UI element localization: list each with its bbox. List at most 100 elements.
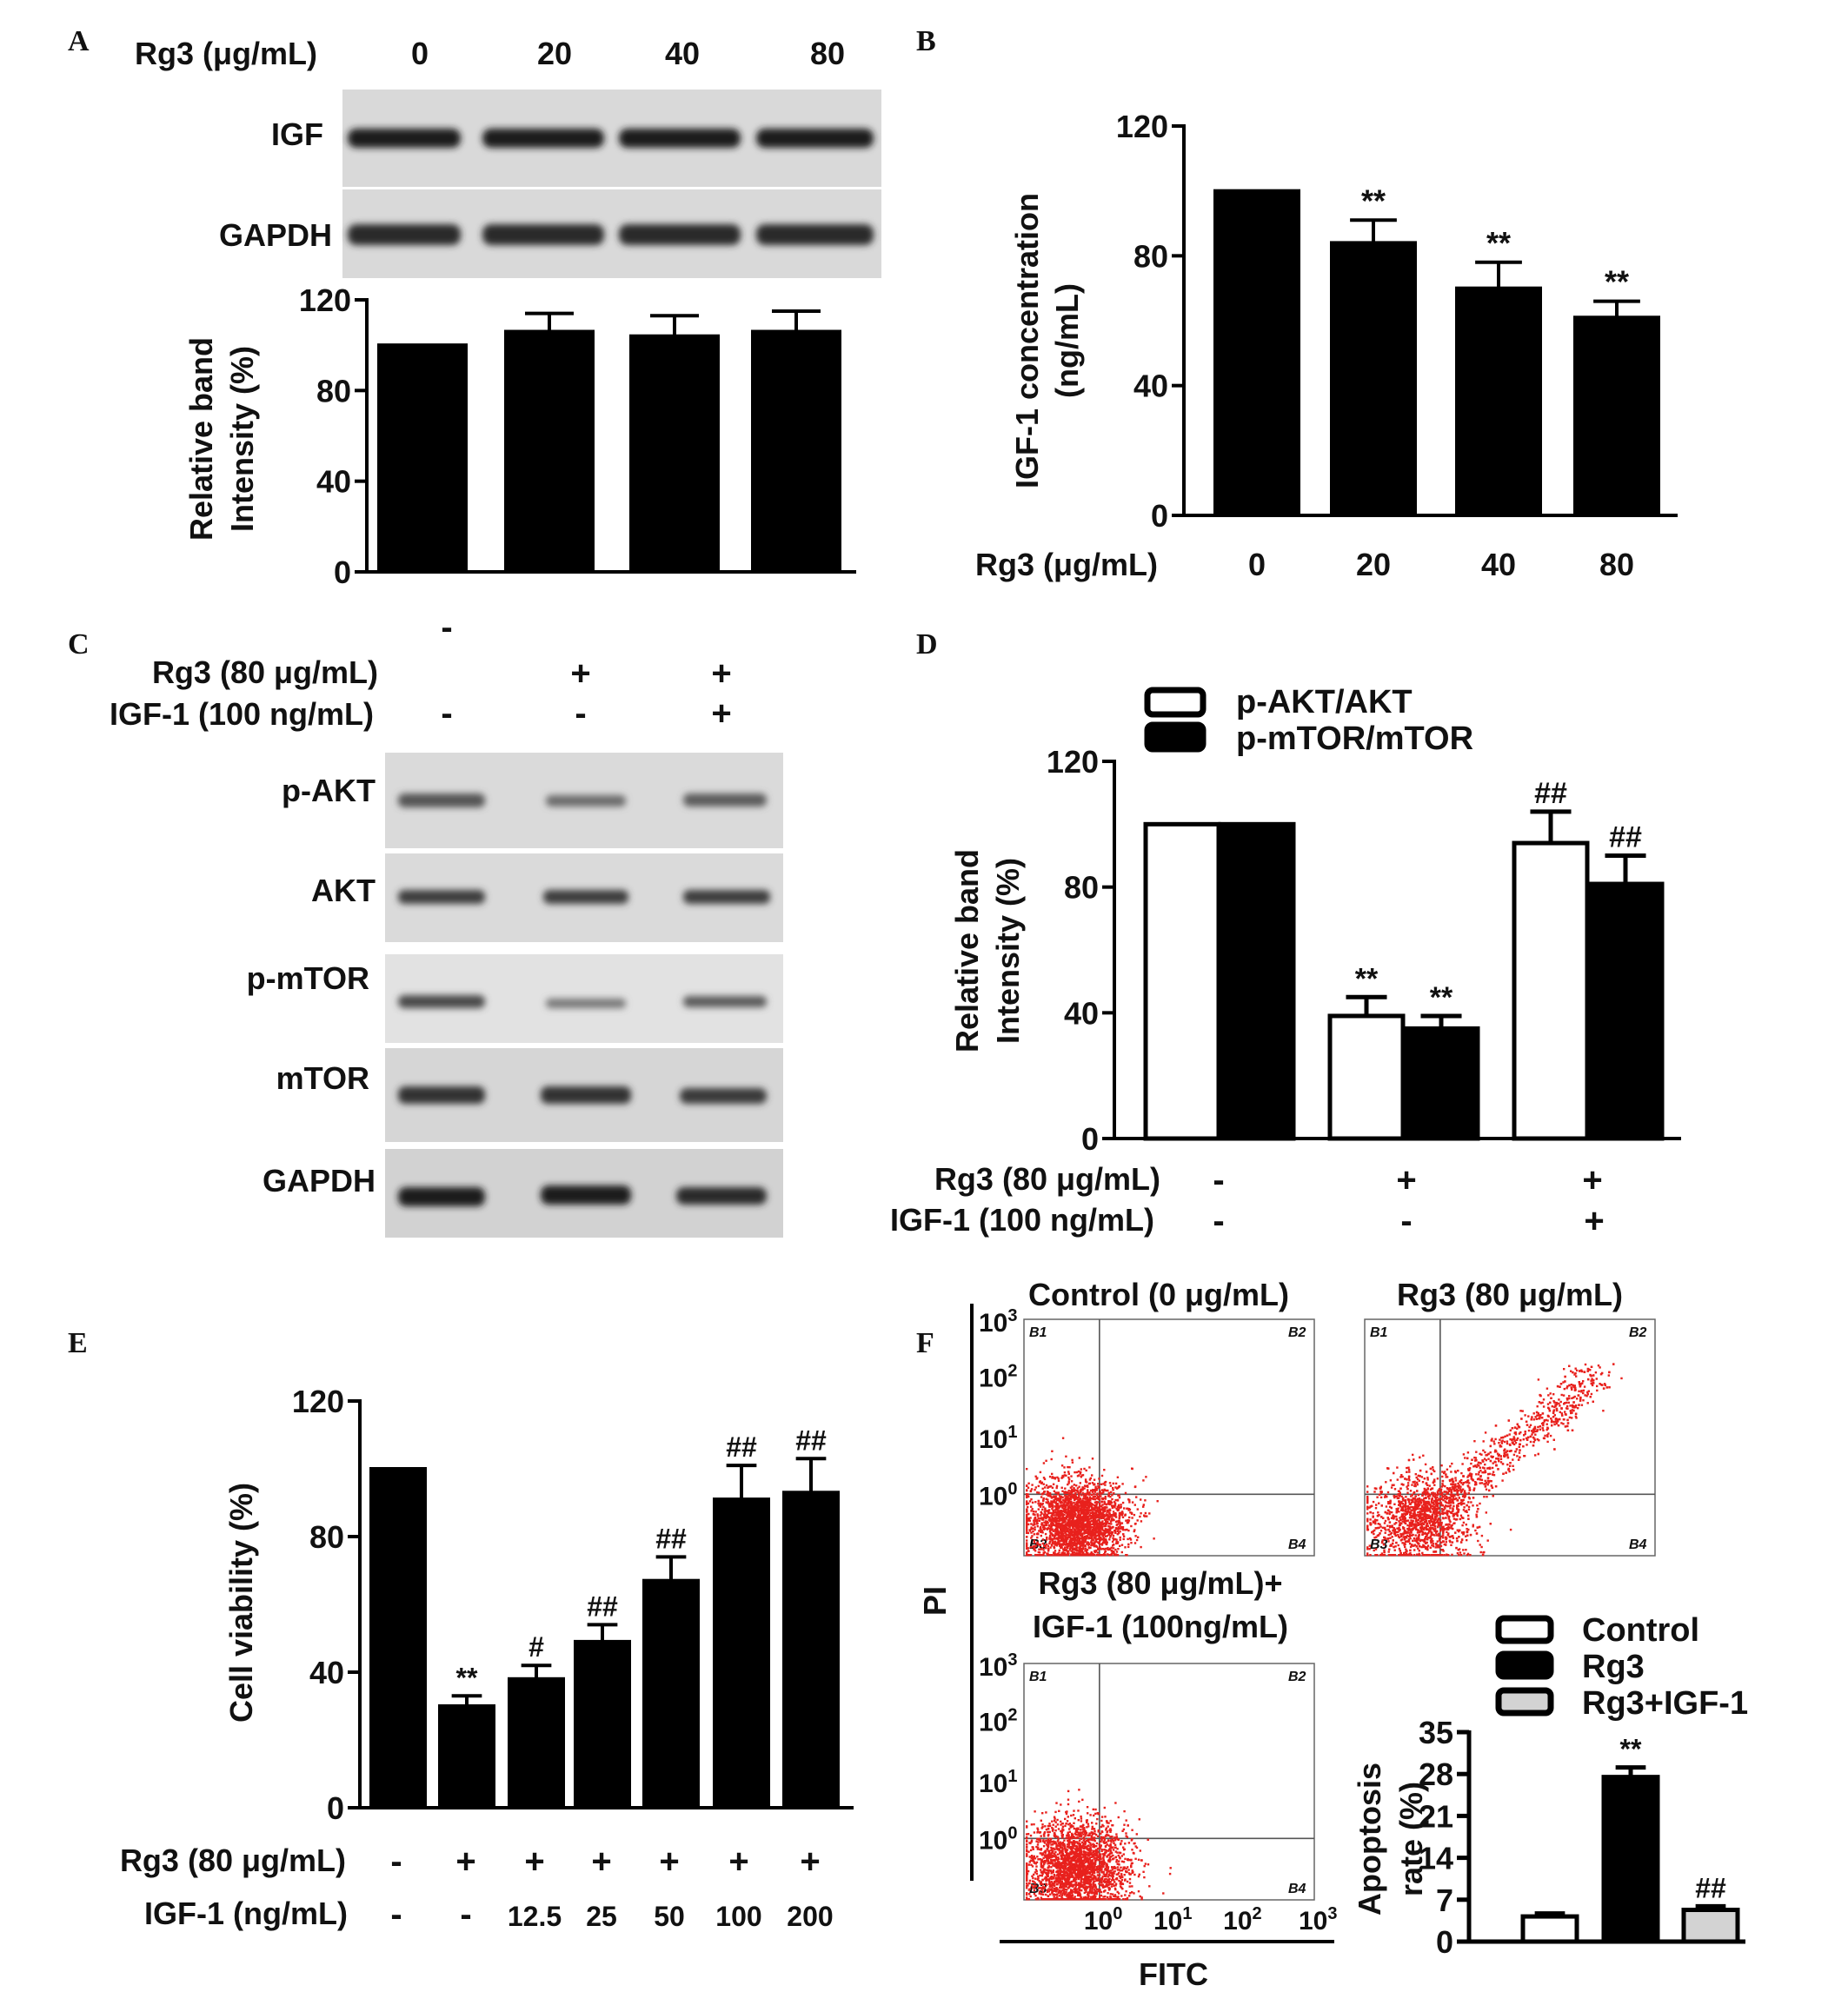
event-dot xyxy=(1096,1534,1099,1537)
event-dot xyxy=(1462,1453,1466,1456)
event-dot xyxy=(1079,1532,1081,1535)
event-dot xyxy=(1417,1518,1419,1521)
event-dot xyxy=(1082,1513,1086,1517)
event-dot xyxy=(1117,1531,1120,1535)
event-dot xyxy=(1124,1529,1127,1531)
event-dot xyxy=(1445,1541,1447,1544)
event-dot xyxy=(1467,1505,1471,1509)
event-dot xyxy=(1106,1528,1109,1531)
event-dot xyxy=(1056,1532,1059,1535)
event-dot xyxy=(1427,1514,1430,1517)
event-dot xyxy=(1081,1538,1084,1541)
event-dot xyxy=(1065,1511,1067,1514)
event-dot xyxy=(1491,1438,1493,1440)
event-dot xyxy=(1410,1501,1413,1504)
igf-dose: 25 xyxy=(586,1901,617,1932)
event-dot xyxy=(1056,1503,1059,1505)
event-dot xyxy=(1085,1537,1087,1540)
y-tick-label: 80 xyxy=(1064,870,1099,906)
event-dot xyxy=(1075,1484,1078,1487)
event-dot xyxy=(1504,1448,1506,1451)
event-dot xyxy=(1034,1516,1037,1519)
event-dot xyxy=(1067,1519,1070,1523)
event-dot xyxy=(1585,1395,1588,1398)
event-dot xyxy=(1467,1468,1470,1471)
event-dot xyxy=(1055,1512,1059,1515)
event-dot xyxy=(1545,1418,1547,1422)
event-dot xyxy=(1532,1412,1535,1415)
event-dot xyxy=(1060,1554,1062,1557)
event-dot xyxy=(1113,1515,1116,1517)
event-dot xyxy=(1043,1477,1047,1481)
event-dot xyxy=(1390,1506,1393,1510)
event-dot xyxy=(1455,1488,1459,1491)
event-dot xyxy=(1075,1516,1078,1519)
event-dot xyxy=(1103,1500,1106,1503)
event-dot xyxy=(1401,1503,1405,1505)
event-dot xyxy=(1130,1511,1133,1515)
event-dot xyxy=(1057,1477,1060,1480)
event-dot xyxy=(1073,1511,1076,1513)
legend-label-p-akt: p-AKT/AKT xyxy=(1236,684,1413,720)
event-dot xyxy=(1067,1496,1069,1498)
event-dot xyxy=(1074,1544,1077,1547)
event-dot xyxy=(1037,1508,1040,1511)
event-dot xyxy=(1083,1515,1086,1517)
event-dot xyxy=(1401,1542,1404,1544)
event-dot xyxy=(1473,1464,1476,1468)
event-dot xyxy=(1434,1531,1438,1533)
event-dot xyxy=(1418,1552,1420,1556)
event-dot xyxy=(1070,1480,1074,1483)
event-dot xyxy=(1026,1500,1028,1503)
event-dot xyxy=(1503,1440,1506,1444)
event-dot xyxy=(1074,1523,1076,1525)
event-dot xyxy=(1076,1517,1080,1520)
y-tick-label: 40 xyxy=(1064,995,1099,1031)
event-dot xyxy=(1044,1547,1047,1550)
event-dot xyxy=(1109,1531,1112,1535)
event-dot xyxy=(1089,1524,1092,1526)
event-dot xyxy=(1040,1482,1043,1484)
event-dot xyxy=(1037,1499,1040,1503)
event-dot xyxy=(1474,1457,1478,1459)
event-dot xyxy=(1127,1545,1130,1549)
event-dot xyxy=(1450,1544,1452,1546)
event-dot xyxy=(1060,1525,1062,1528)
event-dot xyxy=(1026,1501,1028,1504)
event-dot xyxy=(1433,1534,1436,1537)
event-dot xyxy=(1083,1532,1086,1535)
event-dot xyxy=(1368,1544,1371,1547)
event-dot xyxy=(1064,1517,1067,1519)
event-dot xyxy=(1031,1535,1034,1537)
event-dot xyxy=(1599,1366,1601,1369)
event-dot xyxy=(1533,1425,1537,1429)
event-dot xyxy=(1041,1554,1044,1557)
event-dot xyxy=(1508,1450,1512,1452)
event-dot xyxy=(1084,1510,1087,1512)
event-dot xyxy=(1436,1505,1439,1508)
sign: + xyxy=(728,1843,748,1881)
event-dot xyxy=(1440,1464,1443,1467)
event-dot xyxy=(1108,1508,1111,1511)
event-dot xyxy=(1497,1468,1499,1471)
event-dot xyxy=(1389,1502,1392,1504)
event-dot xyxy=(1112,1544,1114,1547)
event-dot xyxy=(1496,1452,1499,1455)
event-dot xyxy=(1038,1530,1040,1532)
event-dot xyxy=(1455,1537,1459,1540)
event-dot xyxy=(1026,1508,1028,1511)
event-dot xyxy=(1395,1531,1398,1534)
event-dot xyxy=(1037,1514,1040,1517)
event-dot xyxy=(1054,1520,1056,1523)
event-dot xyxy=(1532,1430,1535,1432)
event-dot xyxy=(1096,1525,1099,1529)
event-dot xyxy=(1073,1542,1075,1544)
event-dot xyxy=(1539,1413,1542,1417)
event-dot xyxy=(1064,1509,1067,1512)
event-dot xyxy=(1423,1491,1426,1494)
bar xyxy=(629,334,720,574)
event-dot xyxy=(1531,1430,1533,1432)
event-dot xyxy=(1069,1495,1072,1497)
event-dot xyxy=(1432,1543,1435,1545)
event-dot xyxy=(1086,1535,1088,1537)
